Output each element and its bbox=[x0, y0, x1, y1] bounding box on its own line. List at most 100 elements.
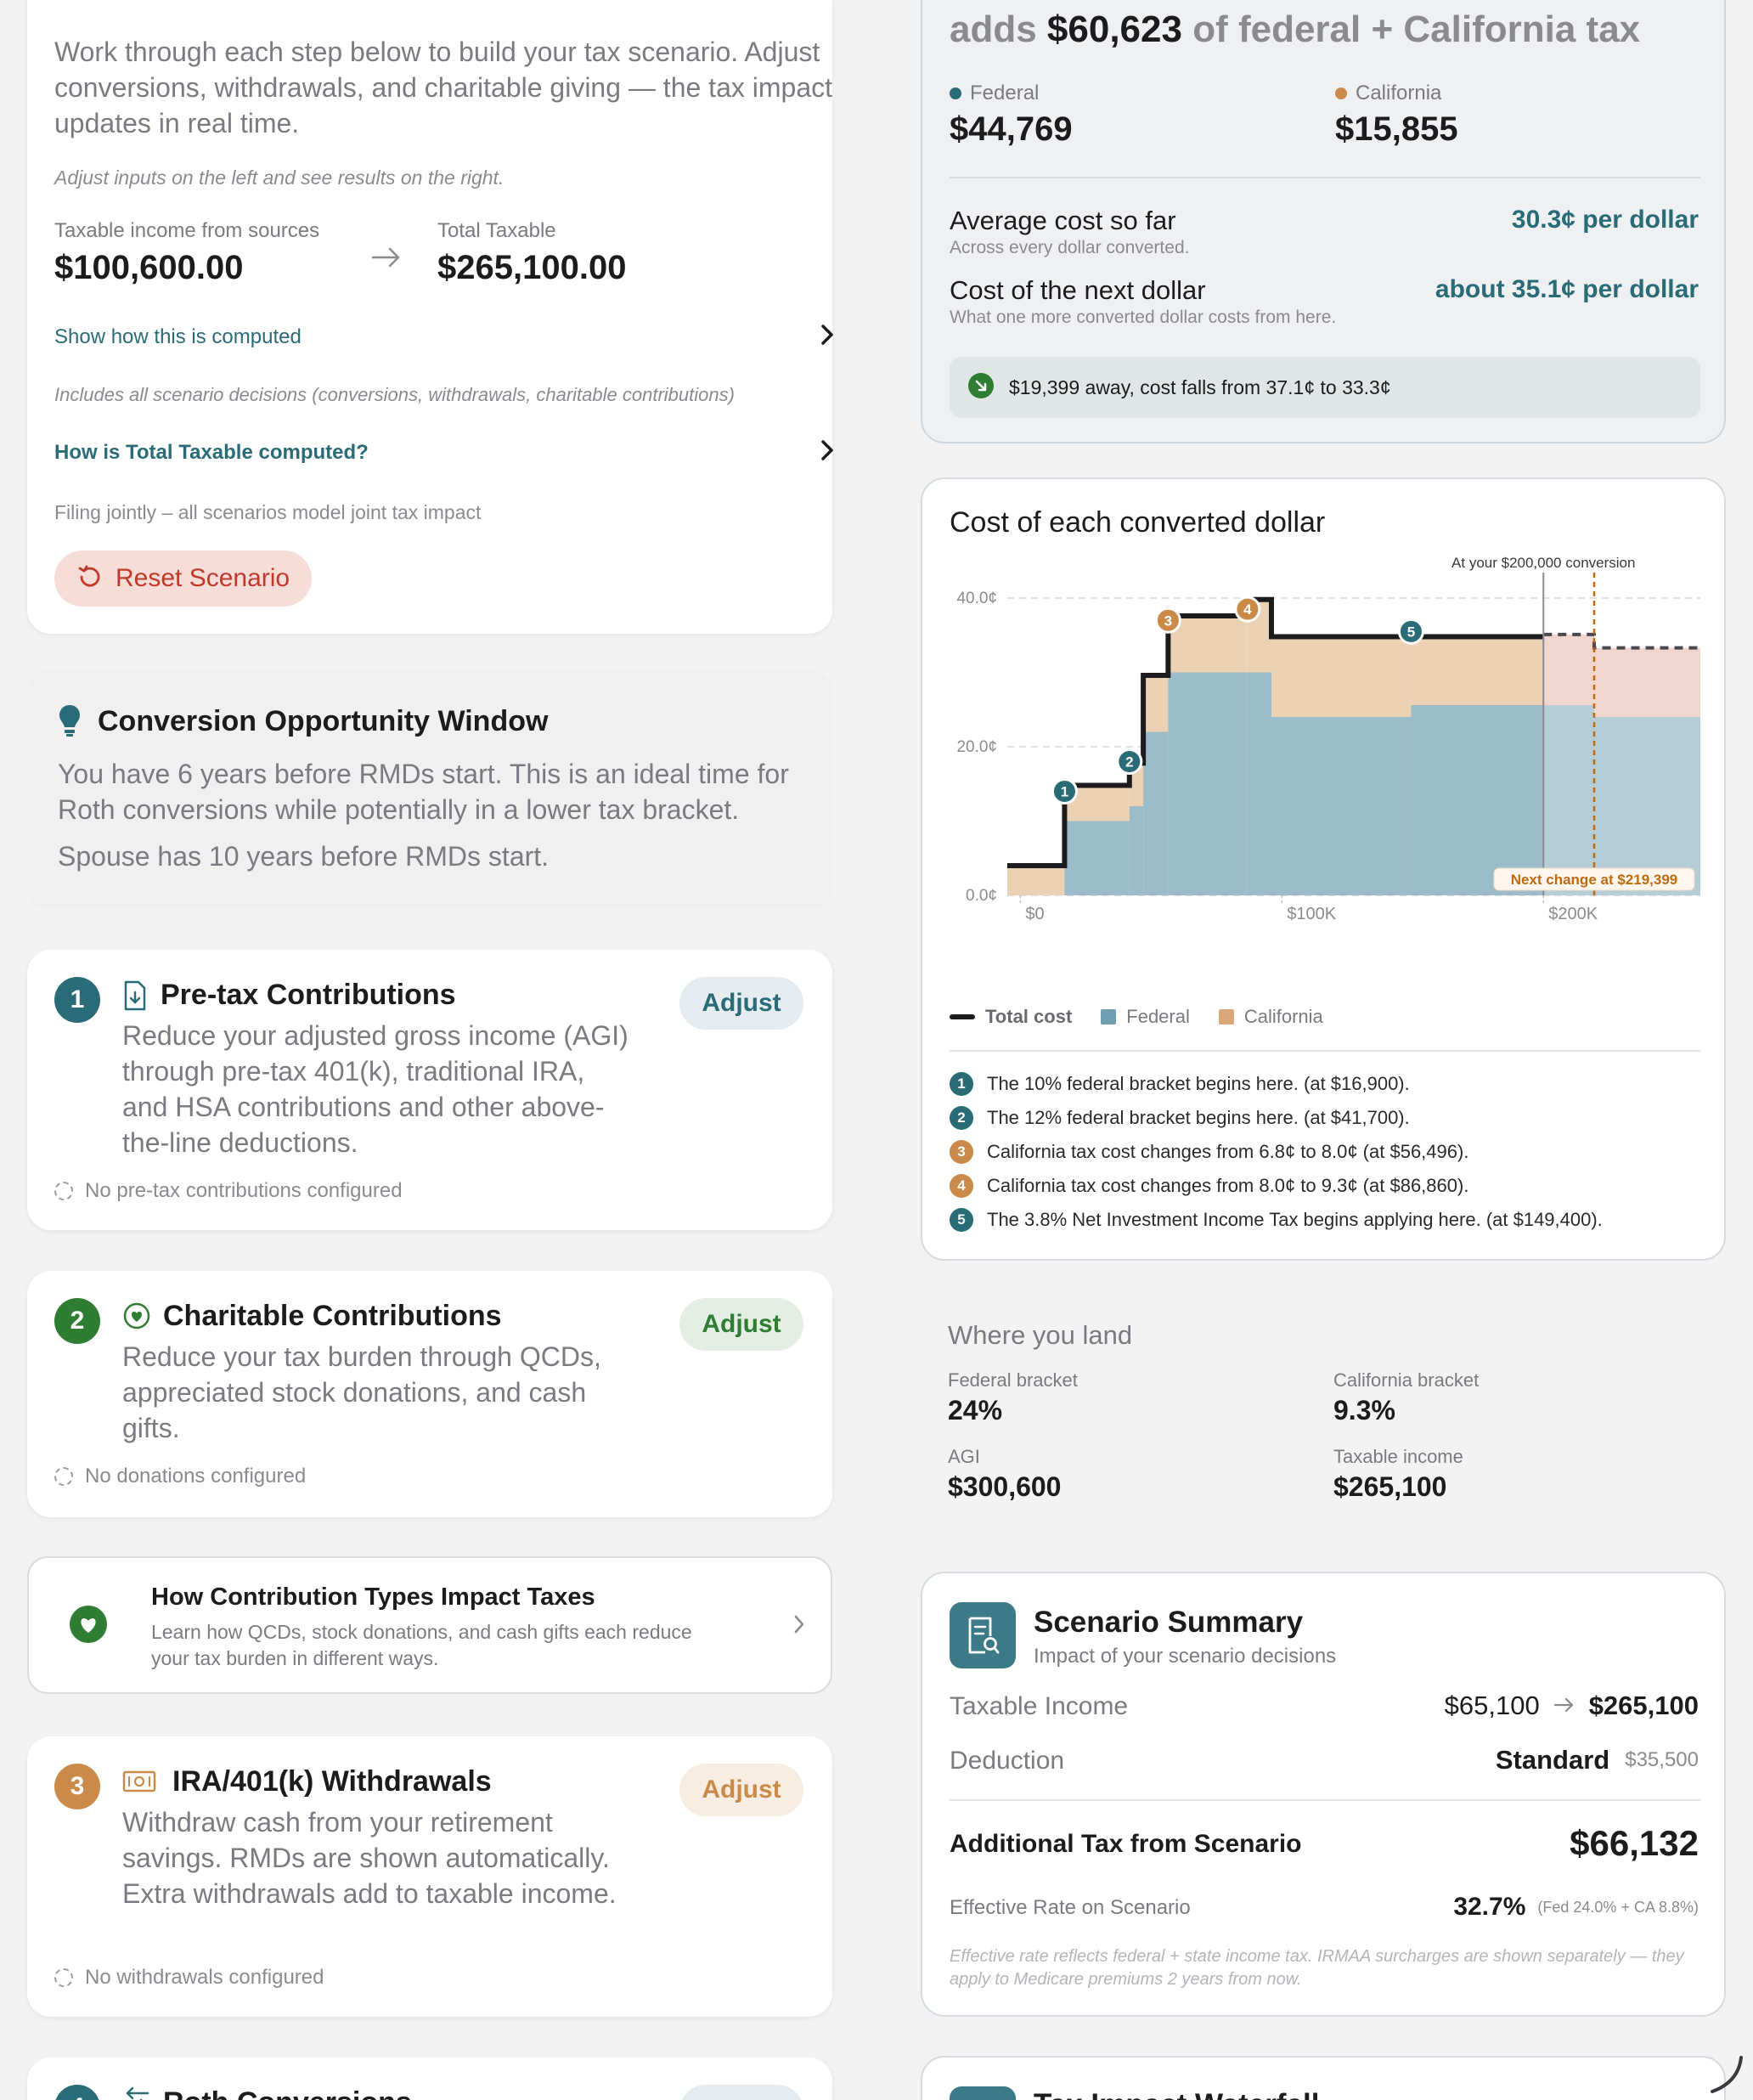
cost-chart: 1 2 3 4 5 0.0¢ 20.0¢ 40.0¢ $0 $100K $200K At your … bbox=[956, 556, 1700, 923]
chart-annotation-number: 4 bbox=[1243, 601, 1252, 618]
chart-annotation-badge: 5 bbox=[1397, 618, 1424, 645]
next-change-badge bbox=[1493, 867, 1695, 891]
chart-annotation-number: 5 bbox=[1407, 624, 1415, 640]
adjust-roth-button[interactable] bbox=[679, 2085, 803, 2100]
legend-federal-label: Federal bbox=[1126, 1006, 1190, 1027]
california-area-segment bbox=[1168, 616, 1248, 673]
cost-change-text: $19,399 away, cost falls from 37.1¢ to 3… bbox=[1009, 375, 1391, 398]
ca-dot bbox=[1335, 88, 1347, 99]
chart-annotation-circle bbox=[1051, 778, 1078, 804]
footnote-text: The 12% federal bracket begins here. (at… bbox=[987, 1107, 1410, 1128]
federal-area-segment bbox=[1593, 717, 1700, 895]
footnote-row: 3 California tax cost changes from 6.8¢ … bbox=[950, 1140, 1468, 1164]
footnote-badge: 4 bbox=[950, 1174, 973, 1198]
step-description: Reduce your adjusted gross income (AGI) … bbox=[122, 1020, 628, 1158]
scroll-indicator-icon[interactable] bbox=[1707, 2054, 1748, 2099]
opportunity-title: Conversion Opportunity Window bbox=[98, 705, 549, 737]
ca-bracket-label: California bracket bbox=[1333, 1369, 1480, 1391]
adjust-withdrawals-button[interactable]: Adjust bbox=[679, 1764, 803, 1816]
footnote-badge: 3 bbox=[950, 1140, 973, 1164]
federal-area-segment bbox=[1411, 705, 1544, 895]
avg-cost-sub: Across every dollar converted. bbox=[950, 238, 1190, 257]
arrow-right-icon bbox=[371, 245, 402, 274]
filing-note: Filing jointly – all scenarios model joi… bbox=[54, 501, 482, 523]
avg-cost-value: 30.3¢ per dollar bbox=[1511, 206, 1699, 234]
chevron-right-icon bbox=[819, 323, 836, 351]
x-tick-label: $0 bbox=[1025, 905, 1044, 923]
next-cost-sub: What one more converted dollar costs fro… bbox=[950, 308, 1337, 327]
taxable-income-label: Taxable income bbox=[1333, 1446, 1463, 1467]
opportunity-line2: Spouse has 10 years before RMDs start. bbox=[58, 841, 550, 872]
how-total-link[interactable]: How is Total Taxable computed? bbox=[54, 438, 836, 466]
chart-annotation-number: 2 bbox=[1125, 754, 1133, 771]
contribution-info-title: How Contribution Types Impact Taxes bbox=[151, 1583, 595, 1611]
empty-status-icon bbox=[54, 1467, 73, 1486]
contribution-info-link[interactable]: How Contribution Types Impact Taxes Lear… bbox=[27, 1556, 832, 1694]
step-withdrawals-card: 3 IRA/401(k) Withdrawals Withdraw cash f… bbox=[27, 1736, 832, 2017]
divider bbox=[950, 1050, 1700, 1052]
federal-area-segment bbox=[1064, 821, 1130, 895]
adjust-charitable-button[interactable]: Adjust bbox=[679, 1298, 803, 1351]
empty-status-icon bbox=[54, 1968, 73, 1987]
federal-label: Federal bbox=[970, 82, 1040, 104]
headline: adds $60,623 of federal + California tax bbox=[950, 8, 1640, 51]
show-computed-label: Show how this is computed bbox=[54, 325, 302, 348]
federal-area-segment bbox=[1129, 806, 1144, 895]
chart-annotation-circle bbox=[1234, 596, 1261, 623]
summary-title: Scenario Summary bbox=[1034, 1606, 1304, 1639]
step-number-badge: 2 bbox=[54, 1298, 100, 1344]
divider bbox=[950, 177, 1700, 178]
where-you-land: Where you land Federal bracket 24% Calif… bbox=[921, 1300, 1726, 1521]
x-tick-label: $100K bbox=[1287, 905, 1336, 923]
waterfall-icon bbox=[950, 2086, 1016, 2100]
reset-icon bbox=[76, 563, 104, 595]
ca-label-row: California bbox=[1335, 82, 1441, 105]
reset-scenario-button[interactable]: Reset Scenario bbox=[54, 550, 313, 607]
scenario-intro-card: Work through each step below to build yo… bbox=[27, 0, 833, 634]
land-title: Where you land bbox=[948, 1320, 1133, 1350]
next-cost-value: about 35.1¢ per dollar bbox=[1435, 275, 1699, 303]
headline-pre: adds bbox=[950, 8, 1047, 50]
heart-circle-icon bbox=[122, 1301, 151, 1335]
effective-rate-label: Effective Rate on Scenario bbox=[950, 1896, 1191, 1919]
headline-post: of federal + California tax bbox=[1181, 8, 1641, 50]
step-description: Reduce your tax burden through QCDs, app… bbox=[122, 1341, 601, 1443]
step-status-text: No donations configured bbox=[85, 1465, 307, 1488]
cost-change-banner: $19,399 away, cost falls from 37.1¢ to 3… bbox=[950, 357, 1700, 418]
heart-icon bbox=[70, 1606, 107, 1647]
how-total-label: How is Total Taxable computed? bbox=[54, 440, 369, 464]
agi-label: AGI bbox=[948, 1446, 980, 1467]
intro-description: Work through each step below to build yo… bbox=[54, 37, 832, 138]
chevron-right-icon bbox=[819, 438, 836, 466]
footnote-text: California tax cost changes from 6.8¢ to… bbox=[987, 1141, 1469, 1162]
y-tick-label: 40.0¢ bbox=[956, 590, 997, 607]
chart-annotation-badge: 2 bbox=[1116, 748, 1143, 775]
opportunity-window-card: Conversion Opportunity Window You have 6… bbox=[27, 671, 832, 909]
chart-annotation-circle bbox=[1397, 618, 1424, 645]
contribution-info-desc: Learn how QCDs, stock donations, and cas… bbox=[151, 1621, 692, 1669]
ca-label: California bbox=[1356, 82, 1442, 104]
footnote-badge: 1 bbox=[950, 1072, 973, 1096]
legend-ca: California bbox=[1218, 1006, 1323, 1028]
show-computed-link[interactable]: Show how this is computed bbox=[54, 323, 836, 351]
effective-rate-breakdown: (Fed 24.0% + CA 8.8%) bbox=[1537, 1898, 1699, 1916]
effective-rate-values: 32.7% (Fed 24.0% + CA 8.8%) bbox=[1453, 1893, 1699, 1922]
headline-amount: $60,623 bbox=[1046, 8, 1182, 50]
step-charitable-card: 2 Charitable Contributions Reduce your t… bbox=[27, 1271, 832, 1517]
chart-annotation-number: 1 bbox=[1061, 784, 1068, 800]
step-number-badge: 4 bbox=[54, 2085, 100, 2100]
step-title: Charitable Contributions bbox=[163, 1300, 502, 1332]
ca-value: $15,855 bbox=[1335, 110, 1458, 148]
total-cost-projection-line bbox=[1543, 632, 1700, 650]
next-cost-label: Cost of the next dollar bbox=[950, 275, 1206, 305]
step-pretax-card: 1 Pre-tax Contributions Reduce your adju… bbox=[27, 950, 832, 1230]
y-tick-label: 0.0¢ bbox=[966, 887, 997, 905]
federal-area-segment bbox=[1543, 705, 1594, 895]
convert-arrows-icon bbox=[122, 2086, 151, 2100]
taxable-sources-label: Taxable income from sources bbox=[54, 219, 320, 242]
taxable-sources-value: $100,600.00 bbox=[54, 249, 244, 286]
footnote-row: 5 The 3.8% Net Investment Income Tax beg… bbox=[950, 1208, 1603, 1232]
adjust-pretax-button[interactable]: Adjust bbox=[679, 977, 803, 1030]
total-cost-line bbox=[1007, 596, 1544, 868]
federal-label-row: Federal bbox=[950, 82, 1039, 105]
